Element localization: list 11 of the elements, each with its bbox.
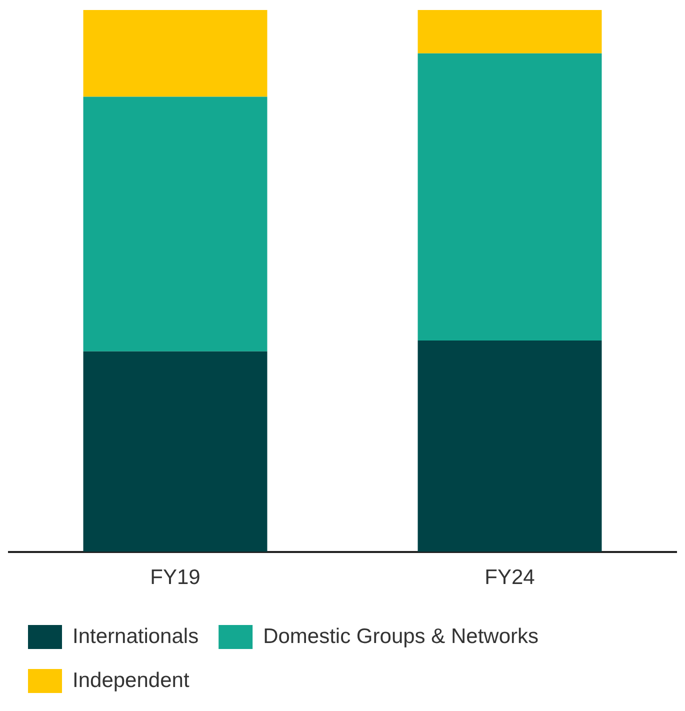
bar	[83, 10, 268, 97]
bar	[418, 10, 602, 54]
bar	[83, 96, 268, 352]
bar	[418, 53, 602, 340]
bar	[418, 340, 602, 552]
bar	[83, 351, 268, 552]
legend-label: Independent	[72, 668, 190, 692]
x-tick-label: FY19	[150, 566, 200, 590]
legend-label: Internationals	[72, 624, 199, 648]
x-tick-label: FY24	[484, 566, 536, 590]
legend-label: Domestic Groups & Networks	[263, 624, 539, 648]
